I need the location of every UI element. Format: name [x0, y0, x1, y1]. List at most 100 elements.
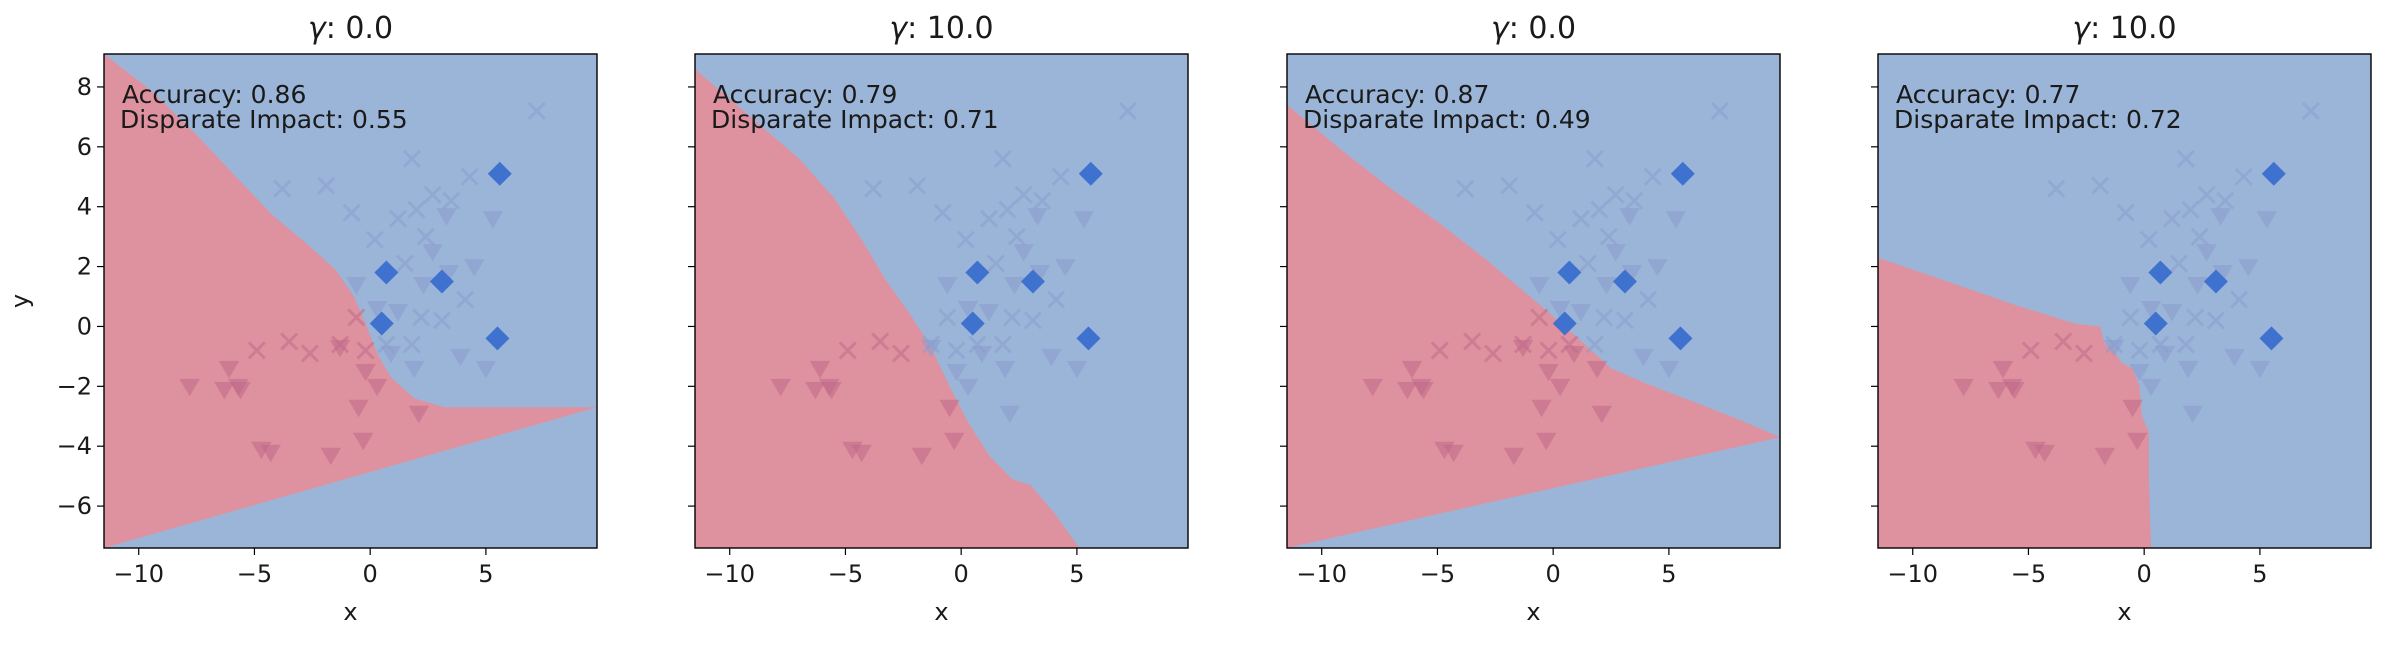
- data-point-cross: [1578, 254, 1597, 273]
- markers: [770, 101, 1137, 466]
- disparate-impact-text: Disparate Impact: 0.55: [120, 105, 408, 134]
- data-point-cross: [1548, 230, 1567, 249]
- y-tick-label: −2: [57, 372, 92, 400]
- data-point-triangle: [1988, 381, 2009, 400]
- data-point-triangle: [2001, 378, 2023, 397]
- data-point-diamond: [1557, 260, 1582, 285]
- panel-title: γ: 0.0: [308, 11, 393, 46]
- data-point-cross: [365, 230, 384, 249]
- data-point-cross: [1585, 335, 1604, 354]
- negative-region: [1287, 104, 1780, 548]
- data-point-cross: [1118, 101, 1137, 120]
- data-point-triangle: [842, 441, 863, 460]
- data-point-cross: [2186, 308, 2205, 327]
- data-point-triangle: [1992, 360, 2014, 379]
- data-point-triangle: [936, 277, 958, 295]
- data-point-cross: [2234, 167, 2253, 186]
- data-point-triangle: [2249, 360, 2271, 379]
- data-point-cross: [1599, 227, 1618, 246]
- data-point-triangle: [1658, 360, 1680, 379]
- title-gamma: γ: [1491, 11, 1511, 46]
- data-point-cross: [280, 332, 299, 351]
- data-point-cross: [1430, 341, 1449, 360]
- data-point-diamond: [485, 326, 510, 351]
- y-tick-label: 6: [77, 133, 92, 161]
- data-point-cross: [395, 254, 414, 273]
- data-point-triangle: [214, 381, 235, 400]
- x-tick-label: 5: [1661, 560, 1676, 588]
- data-point-triangle: [2122, 399, 2143, 418]
- data-point-triangle: [2103, 339, 2125, 358]
- data-point-triangle: [1027, 208, 1048, 226]
- title-value: : 10.0: [2090, 11, 2176, 46]
- x-tick-label: −5: [2011, 560, 2046, 588]
- data-point-cross: [933, 203, 952, 222]
- data-point-cross: [1047, 290, 1066, 309]
- disparate-impact-text: Disparate Impact: 0.71: [711, 105, 999, 134]
- x-tick-label: −5: [237, 560, 272, 588]
- data-point-triangle: [1362, 378, 1383, 397]
- x-tick-label: 0: [954, 560, 969, 588]
- data-point-triangle: [1528, 277, 1550, 295]
- data-point-triangle: [1410, 378, 1432, 397]
- data-point-triangle: [422, 244, 443, 262]
- data-point-triangle: [366, 378, 388, 397]
- data-point-triangle: [1605, 244, 1626, 262]
- data-point-cross: [1639, 290, 1658, 309]
- markers: [179, 101, 546, 466]
- data-point-cross: [412, 308, 431, 327]
- data-point-diamond: [2259, 326, 2284, 351]
- data-point-triangle: [805, 381, 826, 400]
- data-point-cross: [2181, 200, 2200, 219]
- data-point-triangle: [1041, 348, 1062, 367]
- data-point-cross: [864, 179, 883, 198]
- data-point-diamond: [965, 260, 990, 285]
- markers: [1362, 101, 1729, 466]
- x-tick-label: −5: [1420, 560, 1455, 588]
- data-point-triangle: [2256, 211, 2278, 229]
- data-point-triangle: [2177, 360, 2199, 379]
- data-point-cross: [1643, 167, 1662, 186]
- data-point-triangle: [957, 300, 979, 319]
- panel-title: γ: 10.0: [889, 11, 993, 46]
- data-point-diamond: [1020, 269, 1045, 294]
- data-point-triangle: [387, 303, 409, 322]
- data-point-cross: [527, 101, 546, 120]
- data-point-cross: [247, 341, 266, 360]
- data-point-cross: [891, 344, 911, 363]
- data-point-cross: [1615, 311, 1634, 330]
- data-point-cross: [2169, 254, 2188, 273]
- data-point-cross: [460, 167, 479, 186]
- data-point-triangle: [413, 277, 434, 295]
- data-point-triangle: [1531, 399, 1552, 418]
- title-value: : 0.0: [1509, 11, 1576, 46]
- data-point-cross: [947, 341, 966, 360]
- data-point-triangle: [1563, 345, 1585, 364]
- x-tick-label: −10: [1887, 560, 1938, 588]
- data-point-triangle: [911, 447, 933, 466]
- axes-frame: [103, 53, 598, 549]
- data-point-cross: [1539, 341, 1558, 360]
- data-point-triangle: [2238, 259, 2259, 277]
- data-point-cross: [1033, 191, 1052, 210]
- data-point-cross: [1051, 167, 1070, 186]
- x-tick-label: 0: [2137, 560, 2152, 588]
- data-point-cross: [2176, 149, 2195, 168]
- data-point-cross: [1525, 203, 1544, 222]
- data-point-cross: [2054, 332, 2073, 351]
- x-tick-label: 5: [1069, 560, 1084, 588]
- data-point-triangle: [2182, 405, 2204, 424]
- data-point-triangle: [770, 378, 791, 397]
- x-tick-label: −10: [704, 560, 755, 588]
- data-point-triangle: [227, 378, 249, 397]
- data-point-triangle: [1512, 339, 1534, 358]
- data-point-triangle: [2187, 277, 2208, 295]
- data-point-triangle: [345, 277, 367, 295]
- data-point-cross: [998, 200, 1017, 219]
- data-point-triangle: [348, 399, 369, 418]
- data-point-cross: [317, 176, 336, 195]
- data-point-triangle: [1570, 303, 1592, 322]
